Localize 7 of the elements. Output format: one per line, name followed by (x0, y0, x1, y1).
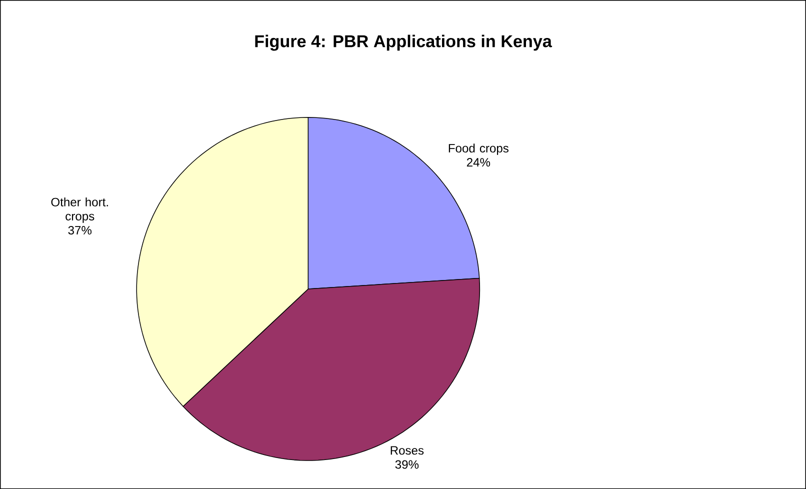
chart-title: Figure 4: PBR Applications in Kenya (255, 34, 552, 51)
slice-label: Other hort. crops (51, 197, 108, 223)
data-label: 39% (395, 460, 419, 469)
data-label: 37% (68, 226, 92, 234)
slice-label: Food crops (448, 144, 508, 155)
data-label: 24% (466, 158, 490, 166)
slice-label: Roses (390, 446, 424, 455)
